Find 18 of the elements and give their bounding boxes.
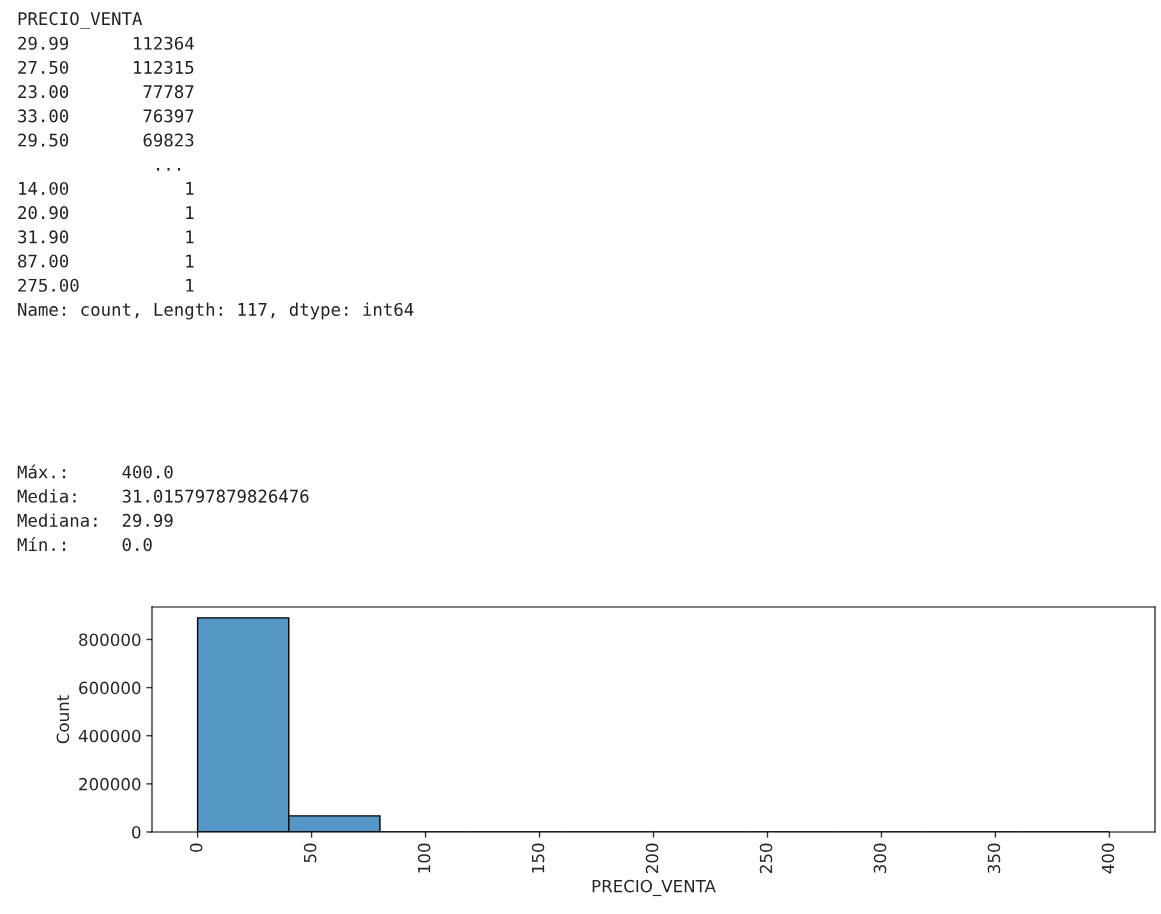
x-tick-label: 0 — [189, 843, 203, 852]
y-tick-label: 200000 — [79, 777, 141, 791]
text: Máx.: 400.0 Media: 31.015797879826476 Mediana: 29.99 Mín.: 0.0 — [17, 464, 309, 552]
y-axis-title: Count — [56, 695, 70, 744]
x-tick-label: 100 — [417, 843, 431, 873]
x-tick-label: 300 — [873, 843, 887, 873]
x-tick-label: 400 — [1101, 843, 1115, 874]
y-tick-label: 0 — [132, 825, 141, 839]
x-tick-label: 250 — [759, 843, 773, 874]
y-tick-label: 400000 — [78, 729, 141, 743]
x-tick-label: 350 — [987, 843, 1001, 873]
x-tick-label: 150 — [531, 843, 545, 873]
x-tick-label: 200 — [645, 843, 659, 874]
y-tick-label: 800000 — [79, 633, 141, 647]
text: PRECIO_VENTA 29.99 112364 27.50 112315 23.00 77787 33.00 76397 29.50 69823 ... 14.00 1 20.90 1 31.90 1 87.00 1 275.00 1 Name: count, Length: 117, dtype: int64 — [18, 12, 414, 320]
y-tick-label: 600000 — [79, 681, 141, 695]
x-tick-label: 50 — [303, 843, 317, 863]
x-axis-title: PRECIO_VENTA — [592, 879, 716, 897]
